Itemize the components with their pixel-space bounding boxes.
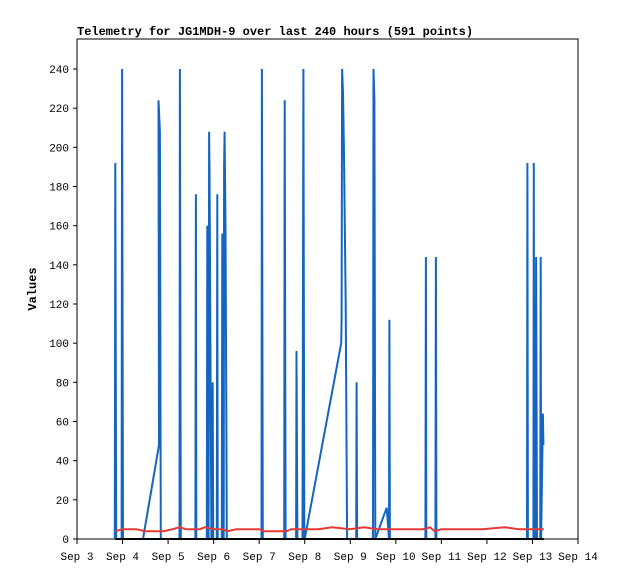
y-axis: 0 20 40 60 80 100 120 140 160 180 200 220 240 <box>49 65 77 547</box>
y-axis-label: Values <box>26 267 40 310</box>
y-tick-label: 40 <box>56 457 69 469</box>
x-tick-label: Sep 4 <box>106 552 139 564</box>
series-line-1 <box>113 68 545 540</box>
x-tick-label: Sep 8 <box>288 552 321 564</box>
x-tick-label: Sep 9 <box>334 552 367 564</box>
y-tick-label: 160 <box>49 222 69 234</box>
x-tick-label: Sep 13 <box>513 552 553 564</box>
x-tick-label: Sep 5 <box>152 552 185 564</box>
y-tick-label: 140 <box>49 261 69 273</box>
y-tick-label: 120 <box>49 300 69 312</box>
y-tick-label: 220 <box>49 104 69 116</box>
x-tick-label: Sep 7 <box>243 552 276 564</box>
y-tick-label: 0 <box>62 535 69 547</box>
series-line-2 <box>115 526 544 533</box>
y-tick-label: 20 <box>56 496 69 508</box>
y-tick-label: 100 <box>49 339 69 351</box>
x-tick-label: Sep 10 <box>376 552 416 564</box>
x-tick-label: Sep 12 <box>467 552 507 564</box>
x-tick-label: Sep 3 <box>60 552 93 564</box>
y-tick-label: 80 <box>56 378 69 390</box>
x-tick-label: Sep 6 <box>197 552 230 564</box>
chart-title: Telemetry for JG1MDH-9 over last 240 hou… <box>77 25 473 39</box>
plot-frame <box>76 38 579 540</box>
y-tick-label: 60 <box>56 418 69 430</box>
x-axis: Sep 3 Sep 4 Sep 5 Sep 6 Sep 7 Sep 8 Sep 9 Sep 1… <box>60 539 598 564</box>
series-layer <box>113 68 545 540</box>
x-tick-label: Sep 11 <box>422 552 462 564</box>
y-tick-label: 180 <box>49 183 69 195</box>
x-tick-label: Sep 14 <box>558 552 598 564</box>
y-tick-label: 240 <box>49 65 69 77</box>
y-tick-label: 200 <box>49 143 69 155</box>
